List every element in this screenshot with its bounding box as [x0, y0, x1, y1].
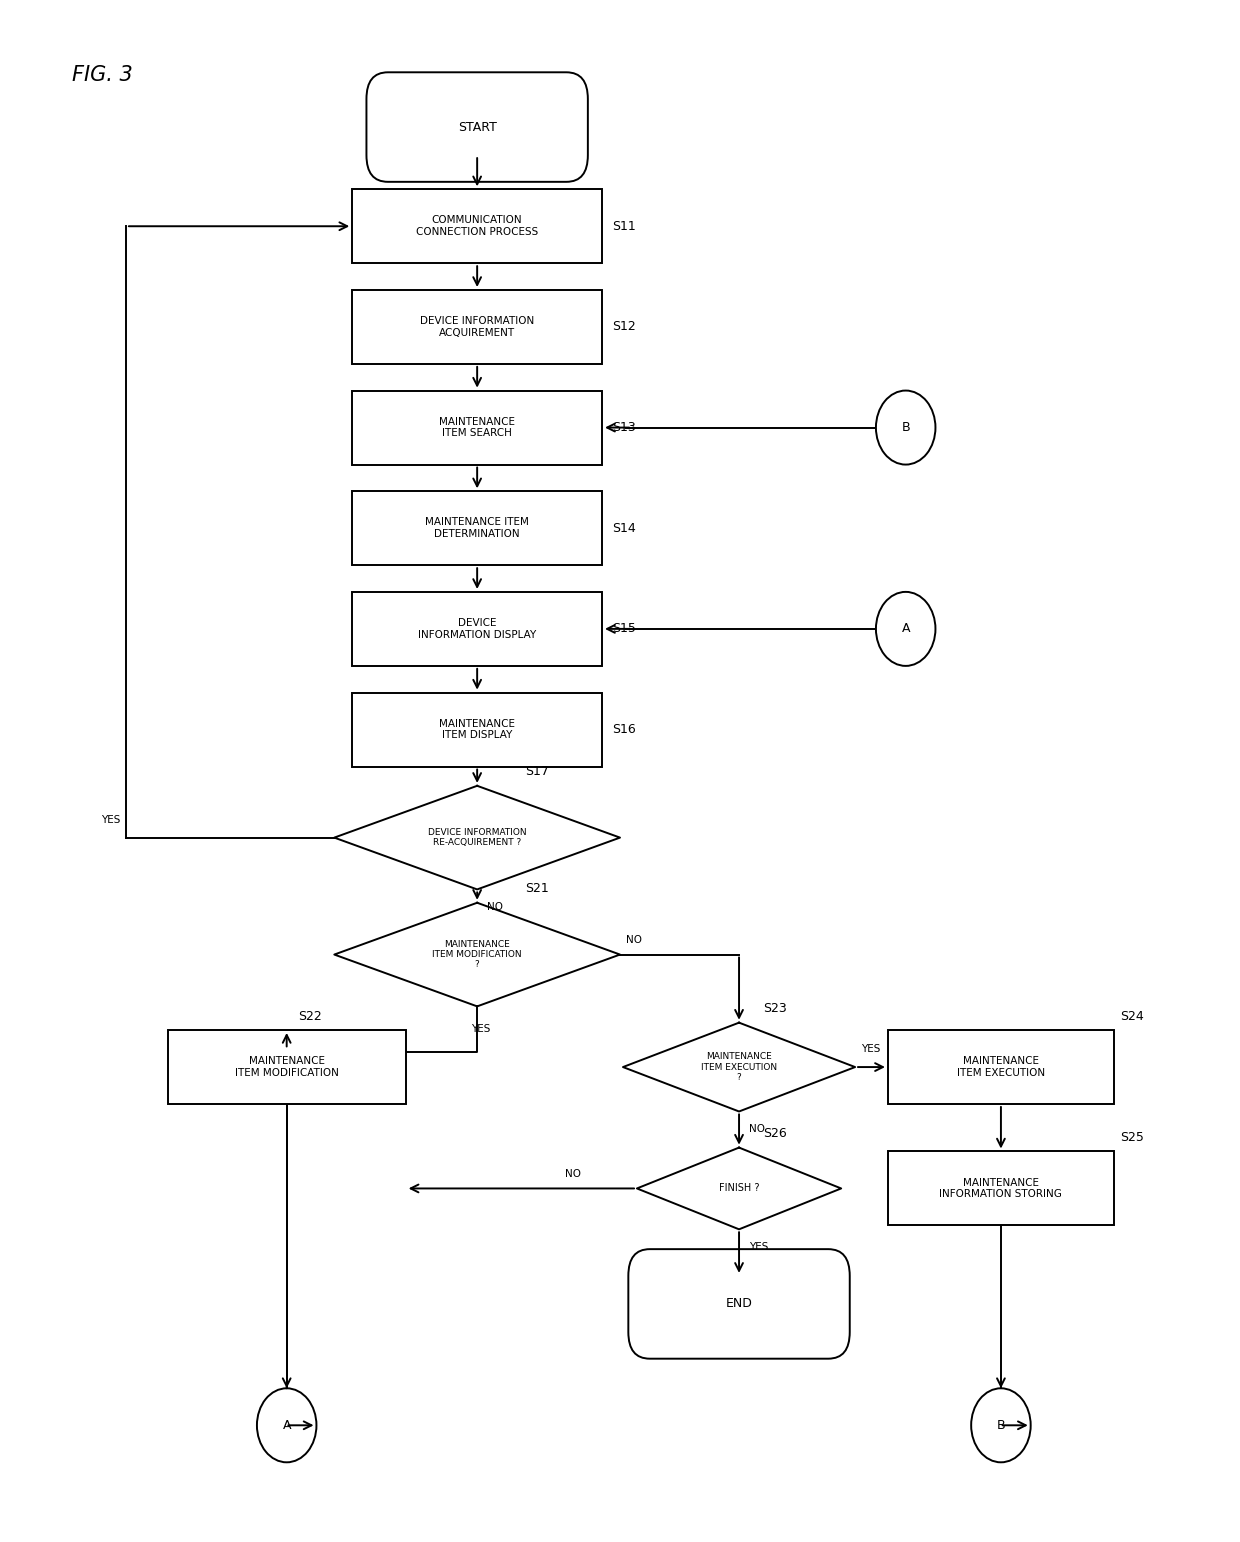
Polygon shape: [637, 1147, 841, 1229]
Text: MAINTENANCE
ITEM MODIFICATION: MAINTENANCE ITEM MODIFICATION: [234, 1056, 339, 1078]
Text: S15: S15: [611, 623, 636, 635]
Text: DEVICE INFORMATION
ACQUIREMENT: DEVICE INFORMATION ACQUIREMENT: [420, 316, 534, 338]
Text: MAINTENANCE
ITEM EXECUTION: MAINTENANCE ITEM EXECUTION: [957, 1056, 1045, 1078]
Text: MAINTENANCE
ITEM SEARCH: MAINTENANCE ITEM SEARCH: [439, 416, 515, 438]
Text: YES: YES: [749, 1241, 768, 1252]
Circle shape: [257, 1388, 316, 1462]
Polygon shape: [335, 902, 620, 1007]
Text: YES: YES: [861, 1044, 880, 1055]
FancyBboxPatch shape: [352, 390, 603, 464]
Text: MAINTENANCE
ITEM DISPLAY: MAINTENANCE ITEM DISPLAY: [439, 719, 515, 740]
Text: S14: S14: [611, 521, 635, 535]
FancyBboxPatch shape: [352, 492, 603, 566]
Text: B: B: [997, 1419, 1006, 1433]
Text: S26: S26: [763, 1127, 786, 1140]
Text: S11: S11: [611, 221, 635, 233]
FancyBboxPatch shape: [367, 72, 588, 182]
Text: YES: YES: [471, 1024, 491, 1033]
Text: DEVICE
INFORMATION DISPLAY: DEVICE INFORMATION DISPLAY: [418, 618, 536, 640]
Text: FIG. 3: FIG. 3: [72, 65, 133, 85]
Text: S23: S23: [763, 1002, 786, 1015]
Text: A: A: [901, 623, 910, 635]
Text: S24: S24: [1120, 1010, 1143, 1022]
Text: YES: YES: [100, 814, 120, 825]
Circle shape: [875, 390, 935, 464]
Text: S17: S17: [525, 765, 548, 779]
FancyBboxPatch shape: [167, 1030, 405, 1104]
Text: S21: S21: [525, 882, 548, 896]
FancyBboxPatch shape: [888, 1152, 1114, 1226]
FancyBboxPatch shape: [629, 1249, 849, 1359]
Text: NO: NO: [486, 902, 502, 913]
Text: NO: NO: [626, 934, 642, 945]
Text: MAINTENANCE ITEM
DETERMINATION: MAINTENANCE ITEM DETERMINATION: [425, 518, 529, 540]
Circle shape: [971, 1388, 1030, 1462]
Text: NO: NO: [749, 1124, 765, 1135]
FancyBboxPatch shape: [888, 1030, 1114, 1104]
Text: S16: S16: [611, 723, 635, 736]
Polygon shape: [622, 1022, 856, 1112]
Text: S13: S13: [611, 421, 635, 433]
Text: MAINTENANCE
ITEM MODIFICATION
?: MAINTENANCE ITEM MODIFICATION ?: [433, 939, 522, 970]
Polygon shape: [335, 786, 620, 890]
FancyBboxPatch shape: [352, 190, 603, 264]
Text: END: END: [725, 1297, 753, 1311]
FancyBboxPatch shape: [352, 592, 603, 666]
Text: DEVICE INFORMATION
RE-ACQUIREMENT ?: DEVICE INFORMATION RE-ACQUIREMENT ?: [428, 828, 527, 847]
Text: S12: S12: [611, 321, 635, 333]
Text: MAINTENANCE
ITEM EXECUTION
?: MAINTENANCE ITEM EXECUTION ?: [701, 1052, 777, 1082]
Text: FINISH ?: FINISH ?: [719, 1183, 759, 1194]
Text: S25: S25: [1120, 1130, 1143, 1144]
Text: S22: S22: [299, 1010, 322, 1022]
Text: START: START: [458, 120, 496, 134]
Text: A: A: [283, 1419, 291, 1433]
Text: NO: NO: [565, 1169, 582, 1178]
FancyBboxPatch shape: [352, 692, 603, 766]
FancyBboxPatch shape: [352, 290, 603, 364]
Text: MAINTENANCE
INFORMATION STORING: MAINTENANCE INFORMATION STORING: [940, 1178, 1063, 1200]
Circle shape: [875, 592, 935, 666]
Text: B: B: [901, 421, 910, 433]
Text: COMMUNICATION
CONNECTION PROCESS: COMMUNICATION CONNECTION PROCESS: [417, 216, 538, 237]
